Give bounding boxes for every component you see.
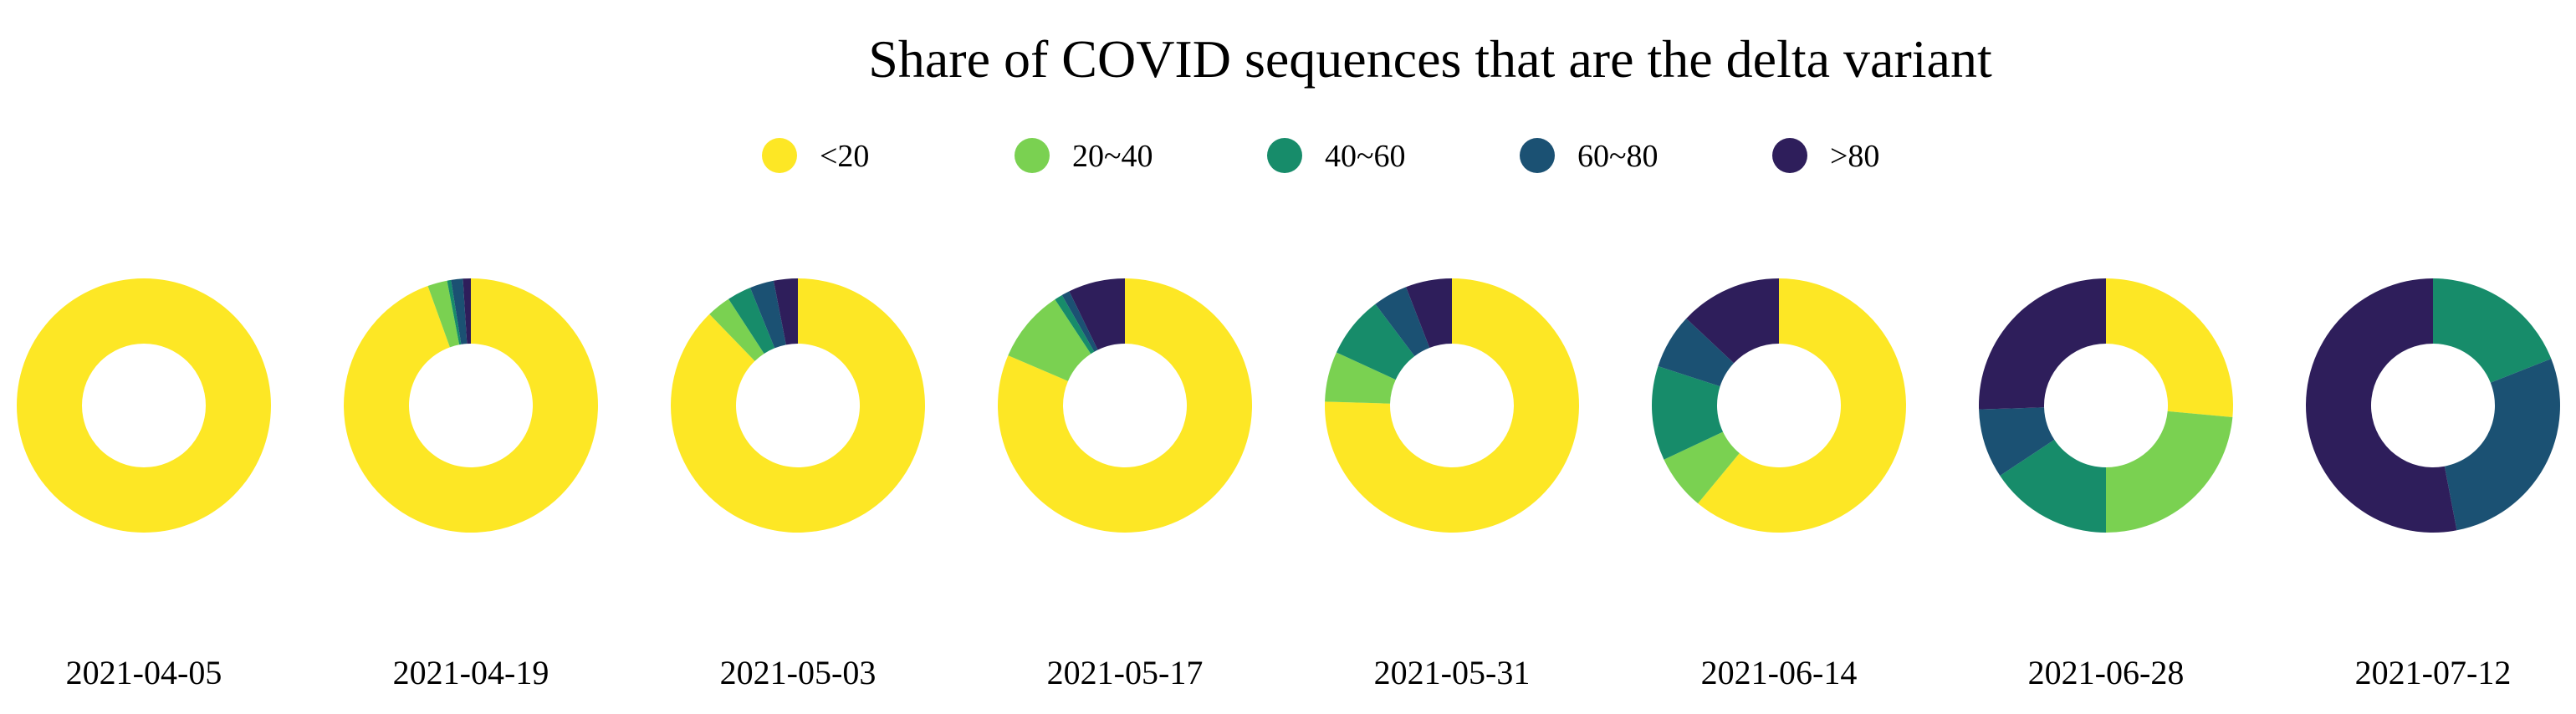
- legend-swatch: [1772, 138, 1807, 173]
- donut-chart: 2021-05-31: [1325, 278, 1579, 691]
- donut-slice: [2000, 439, 2106, 533]
- donut-slice: [1325, 278, 1579, 533]
- donut-slice: [1325, 352, 1396, 404]
- donut-slice: [344, 278, 598, 533]
- date-label: 2021-07-12: [2355, 654, 2512, 691]
- donut-slice: [463, 278, 471, 344]
- donut-slice: [1651, 366, 1724, 460]
- donut-slice: [1406, 278, 1452, 348]
- donut-slice: [447, 279, 462, 345]
- legend-item: 20~40: [1015, 138, 1153, 174]
- donut-slice: [998, 278, 1253, 533]
- date-label: 2021-05-31: [1374, 654, 1531, 691]
- donut-chart: 2021-04-19: [344, 278, 598, 691]
- legend-label: >80: [1830, 139, 1879, 174]
- date-label: 2021-04-19: [393, 654, 549, 691]
- legend-swatch: [1015, 138, 1050, 173]
- legend-item: >80: [1772, 138, 1879, 174]
- donut-slice: [773, 278, 798, 345]
- donut-slice: [1698, 278, 1906, 533]
- donut-slice: [2433, 278, 2552, 383]
- date-label: 2021-06-28: [2028, 654, 2185, 691]
- donut-slice: [2444, 359, 2560, 531]
- donut-slice: [1008, 299, 1091, 381]
- legend-label: 40~60: [1325, 139, 1406, 174]
- donut-chart: 2021-04-05: [17, 278, 271, 691]
- donut-slice: [728, 288, 775, 354]
- donut-slice: [1658, 318, 1735, 387]
- donut-chart: 2021-06-28: [1979, 278, 2233, 691]
- legend-swatch: [762, 138, 797, 173]
- donut-slice: [451, 278, 468, 344]
- donut-chart: 2021-05-17: [998, 278, 1253, 691]
- legend-label: <20: [820, 139, 869, 174]
- donut-slice: [1055, 294, 1095, 354]
- date-label: 2021-05-17: [1047, 654, 1204, 691]
- donut-slice: [1979, 407, 2055, 476]
- donut-slice: [670, 278, 925, 533]
- date-label: 2021-06-14: [1701, 654, 1858, 691]
- donut-slice: [1375, 287, 1430, 356]
- legend-label: 60~80: [1577, 139, 1659, 174]
- legend-label: 20~40: [1072, 139, 1153, 174]
- donut-slice: [709, 298, 764, 361]
- donut-slice: [17, 278, 271, 533]
- legend: <20 20~40 40~60 60~80 >80: [762, 138, 1879, 174]
- donut-chart: 2021-07-12: [2306, 278, 2560, 691]
- donut-slice: [1686, 278, 1779, 364]
- chart-title: Share of COVID sequences that are the de…: [868, 29, 1992, 89]
- donut-slice: [749, 280, 786, 349]
- date-label: 2021-04-05: [66, 654, 222, 691]
- donut-slice: [1664, 431, 1740, 504]
- donut-slice: [1979, 278, 2106, 410]
- donut-chart: 2021-06-14: [1651, 278, 1906, 691]
- donut-slice: [427, 280, 460, 348]
- legend-item: <20: [762, 138, 869, 174]
- donut-slice: [1061, 291, 1098, 352]
- legend-swatch: [1267, 138, 1302, 173]
- donut-slice: [2106, 278, 2233, 418]
- donut-slice: [2306, 278, 2457, 533]
- donut-slice: [1336, 303, 1415, 380]
- donut-slice: [2106, 411, 2233, 533]
- donut-charts: 2021-04-05 2021-04-19 2021-05-03 2021-05-17…: [17, 278, 2560, 691]
- legend-swatch: [1520, 138, 1555, 173]
- donut-chart: 2021-05-03: [670, 278, 925, 691]
- legend-item: 40~60: [1267, 138, 1406, 174]
- date-label: 2021-05-03: [720, 654, 877, 691]
- legend-item: 60~80: [1520, 138, 1659, 174]
- donut-slice: [1069, 278, 1125, 350]
